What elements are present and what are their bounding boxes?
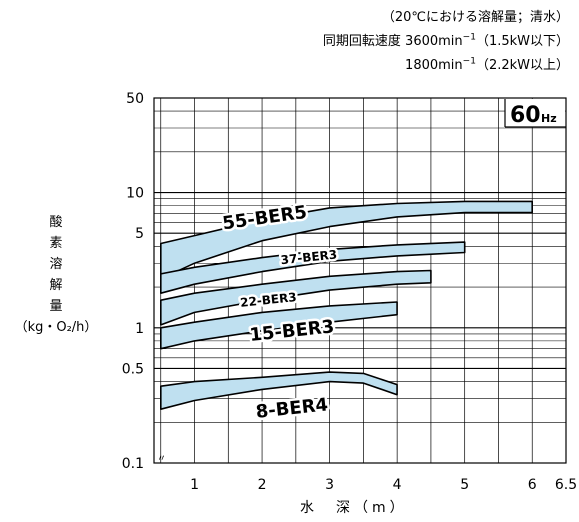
x-axis-label: 水 深（m）: [300, 500, 408, 516]
y-label-char: 量: [49, 299, 63, 314]
x-tick-label: 1: [190, 477, 199, 493]
axis-break-mark: 〃: [157, 454, 166, 464]
series-band: [160, 301, 398, 350]
y-tick-label: 1: [135, 321, 144, 337]
x-tick-label: 3: [325, 477, 334, 493]
x-tick-label: 6: [528, 477, 537, 493]
condition-note: （20℃における溶解量；清水）: [381, 10, 569, 25]
series-label-halo: 22-BER3: [240, 290, 298, 310]
plot-frame: [153, 97, 567, 464]
y-tick-label: 10: [126, 186, 144, 202]
y-label-unit: （kg・O₂/h）: [14, 320, 98, 335]
speed-note-large: 1800min−1（2.2kW以上）: [405, 56, 569, 73]
frequency-value: 60: [510, 103, 541, 128]
y-label-char: 酸: [49, 215, 63, 230]
y-label-char: 溶: [49, 257, 63, 272]
series-band: [160, 269, 432, 326]
x-tick-label: 5: [460, 477, 469, 493]
x-tick-label: 4: [393, 477, 402, 493]
series-band: [160, 241, 466, 295]
frequency-badge-bg: [505, 99, 565, 127]
series-band: [160, 371, 398, 411]
y-label-char: 解: [49, 278, 63, 293]
y-tick-label: 0.1: [122, 456, 144, 472]
x-tick-label: 6.5: [555, 477, 577, 493]
speed-note-small: 同期回転速度 3600min−1（1.5kW以下）: [322, 32, 569, 49]
series-label: 22-BER3: [240, 290, 298, 310]
y-tick-label: 50: [126, 91, 144, 107]
y-tick-label: 0.5: [122, 361, 144, 377]
x-tick-label: 2: [258, 477, 267, 493]
y-tick-label: 5: [135, 226, 144, 242]
series-band: [160, 200, 534, 280]
series-label: 37-BER3: [280, 247, 338, 267]
frequency-unit: Hz: [541, 112, 557, 125]
y-label-char: 素: [49, 236, 63, 251]
y-axis-label: 酸 素 溶 解 量 （kg・O₂/h）: [6, 212, 106, 338]
